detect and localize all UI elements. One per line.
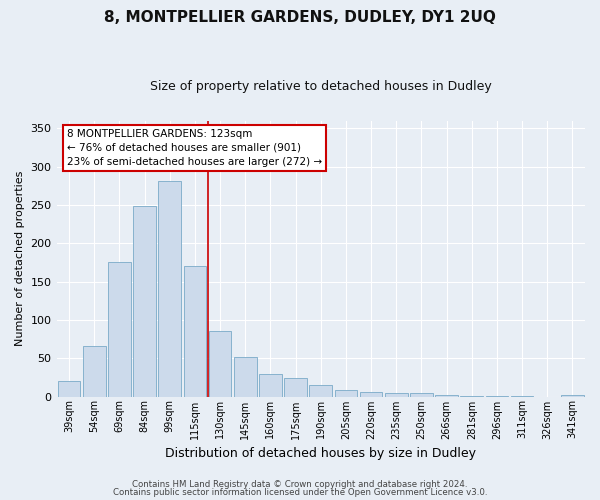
- Title: Size of property relative to detached houses in Dudley: Size of property relative to detached ho…: [150, 80, 491, 93]
- Bar: [435, 395, 458, 396]
- Text: 8 MONTPELLIER GARDENS: 123sqm
← 76% of detached houses are smaller (901)
23% of : 8 MONTPELLIER GARDENS: 123sqm ← 76% of d…: [67, 129, 322, 167]
- Bar: [58, 381, 80, 396]
- Bar: [108, 262, 131, 396]
- X-axis label: Distribution of detached houses by size in Dudley: Distribution of detached houses by size …: [165, 447, 476, 460]
- Bar: [184, 266, 206, 396]
- Text: 8, MONTPELLIER GARDENS, DUDLEY, DY1 2UQ: 8, MONTPELLIER GARDENS, DUDLEY, DY1 2UQ: [104, 10, 496, 25]
- Bar: [561, 395, 584, 396]
- Bar: [259, 374, 282, 396]
- Text: Contains HM Land Registry data © Crown copyright and database right 2024.: Contains HM Land Registry data © Crown c…: [132, 480, 468, 489]
- Text: Contains public sector information licensed under the Open Government Licence v3: Contains public sector information licen…: [113, 488, 487, 497]
- Bar: [410, 392, 433, 396]
- Bar: [83, 346, 106, 397]
- Bar: [385, 394, 407, 396]
- Bar: [234, 356, 257, 397]
- Bar: [310, 385, 332, 396]
- Bar: [284, 378, 307, 396]
- Bar: [158, 181, 181, 396]
- Bar: [209, 332, 232, 396]
- Bar: [133, 206, 156, 396]
- Bar: [360, 392, 382, 396]
- Y-axis label: Number of detached properties: Number of detached properties: [15, 171, 25, 346]
- Bar: [335, 390, 357, 396]
